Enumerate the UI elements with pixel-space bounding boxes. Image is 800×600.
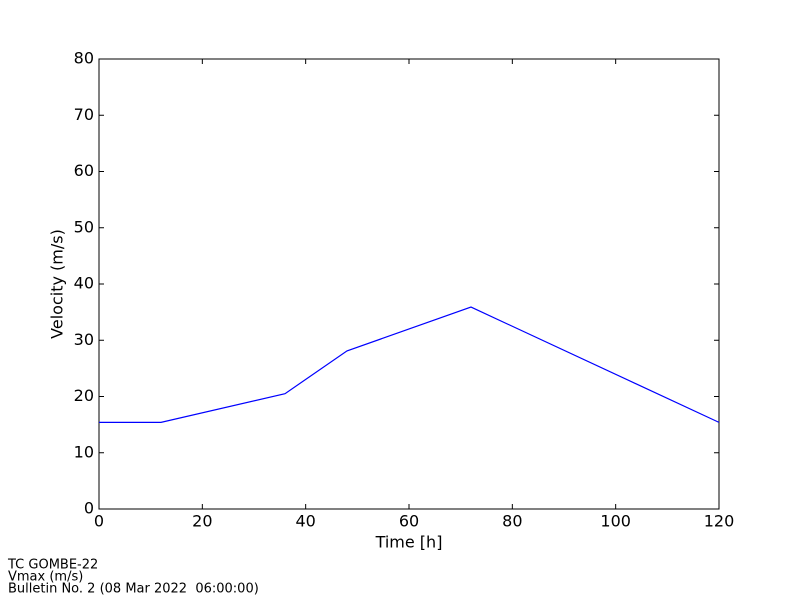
x-tick-label: 100	[600, 512, 631, 531]
x-tick-label: 80	[502, 512, 522, 531]
y-tick-label: 50	[74, 217, 94, 236]
x-tick-label: 40	[295, 512, 315, 531]
y-tick-label: 40	[74, 274, 94, 293]
y-tick-label: 20	[74, 386, 94, 405]
y-tick-label: 0	[84, 499, 94, 518]
y-tick-label: 30	[74, 330, 94, 349]
footer-text: Bulletin No. 2 (08 Mar 2022 06:00:00)	[8, 582, 259, 597]
y-tick-label: 60	[74, 161, 94, 180]
footer-text: TC GOMBE-22	[7, 558, 98, 573]
y-tick-label: 70	[74, 105, 94, 124]
x-tick-label: 0	[94, 512, 104, 531]
y-axis-label: Velocity (m/s)	[48, 229, 67, 339]
y-tick-label: 10	[74, 442, 94, 461]
plot-frame	[98, 58, 720, 510]
x-tick-label: 60	[399, 512, 419, 531]
x-tick-label: 120	[704, 512, 735, 531]
y-tick-label: 80	[74, 49, 94, 68]
footer-text: Vmax (m/s)	[8, 570, 83, 585]
data-line	[99, 306, 720, 423]
x-axis-label: Time [h]	[375, 533, 443, 552]
x-tick-label: 20	[192, 512, 212, 531]
